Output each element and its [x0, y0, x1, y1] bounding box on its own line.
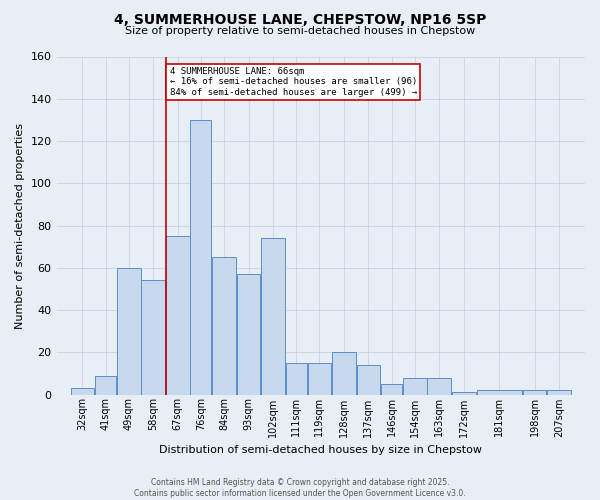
- Bar: [261, 238, 285, 394]
- Bar: [236, 274, 260, 394]
- Bar: [332, 352, 356, 395]
- Bar: [427, 378, 451, 394]
- Text: 4 SUMMERHOUSE LANE: 66sqm
← 16% of semi-detached houses are smaller (96)
84% of : 4 SUMMERHOUSE LANE: 66sqm ← 16% of semi-…: [170, 67, 417, 97]
- Bar: [212, 257, 236, 394]
- X-axis label: Distribution of semi-detached houses by size in Chepstow: Distribution of semi-detached houses by …: [159, 445, 482, 455]
- Bar: [95, 376, 116, 394]
- Y-axis label: Number of semi-detached properties: Number of semi-detached properties: [15, 122, 25, 328]
- Text: Size of property relative to semi-detached houses in Chepstow: Size of property relative to semi-detach…: [125, 26, 475, 36]
- Bar: [308, 363, 331, 394]
- Bar: [286, 363, 307, 394]
- Bar: [356, 365, 380, 394]
- Bar: [523, 390, 547, 394]
- Bar: [381, 384, 402, 394]
- Bar: [452, 392, 476, 394]
- Text: Contains HM Land Registry data © Crown copyright and database right 2025.
Contai: Contains HM Land Registry data © Crown c…: [134, 478, 466, 498]
- Bar: [117, 268, 140, 394]
- Bar: [403, 378, 427, 394]
- Bar: [190, 120, 211, 394]
- Bar: [477, 390, 521, 394]
- Bar: [71, 388, 94, 394]
- Text: 4, SUMMERHOUSE LANE, CHEPSTOW, NP16 5SP: 4, SUMMERHOUSE LANE, CHEPSTOW, NP16 5SP: [114, 12, 486, 26]
- Bar: [166, 236, 190, 394]
- Bar: [547, 390, 571, 394]
- Bar: [142, 280, 165, 394]
